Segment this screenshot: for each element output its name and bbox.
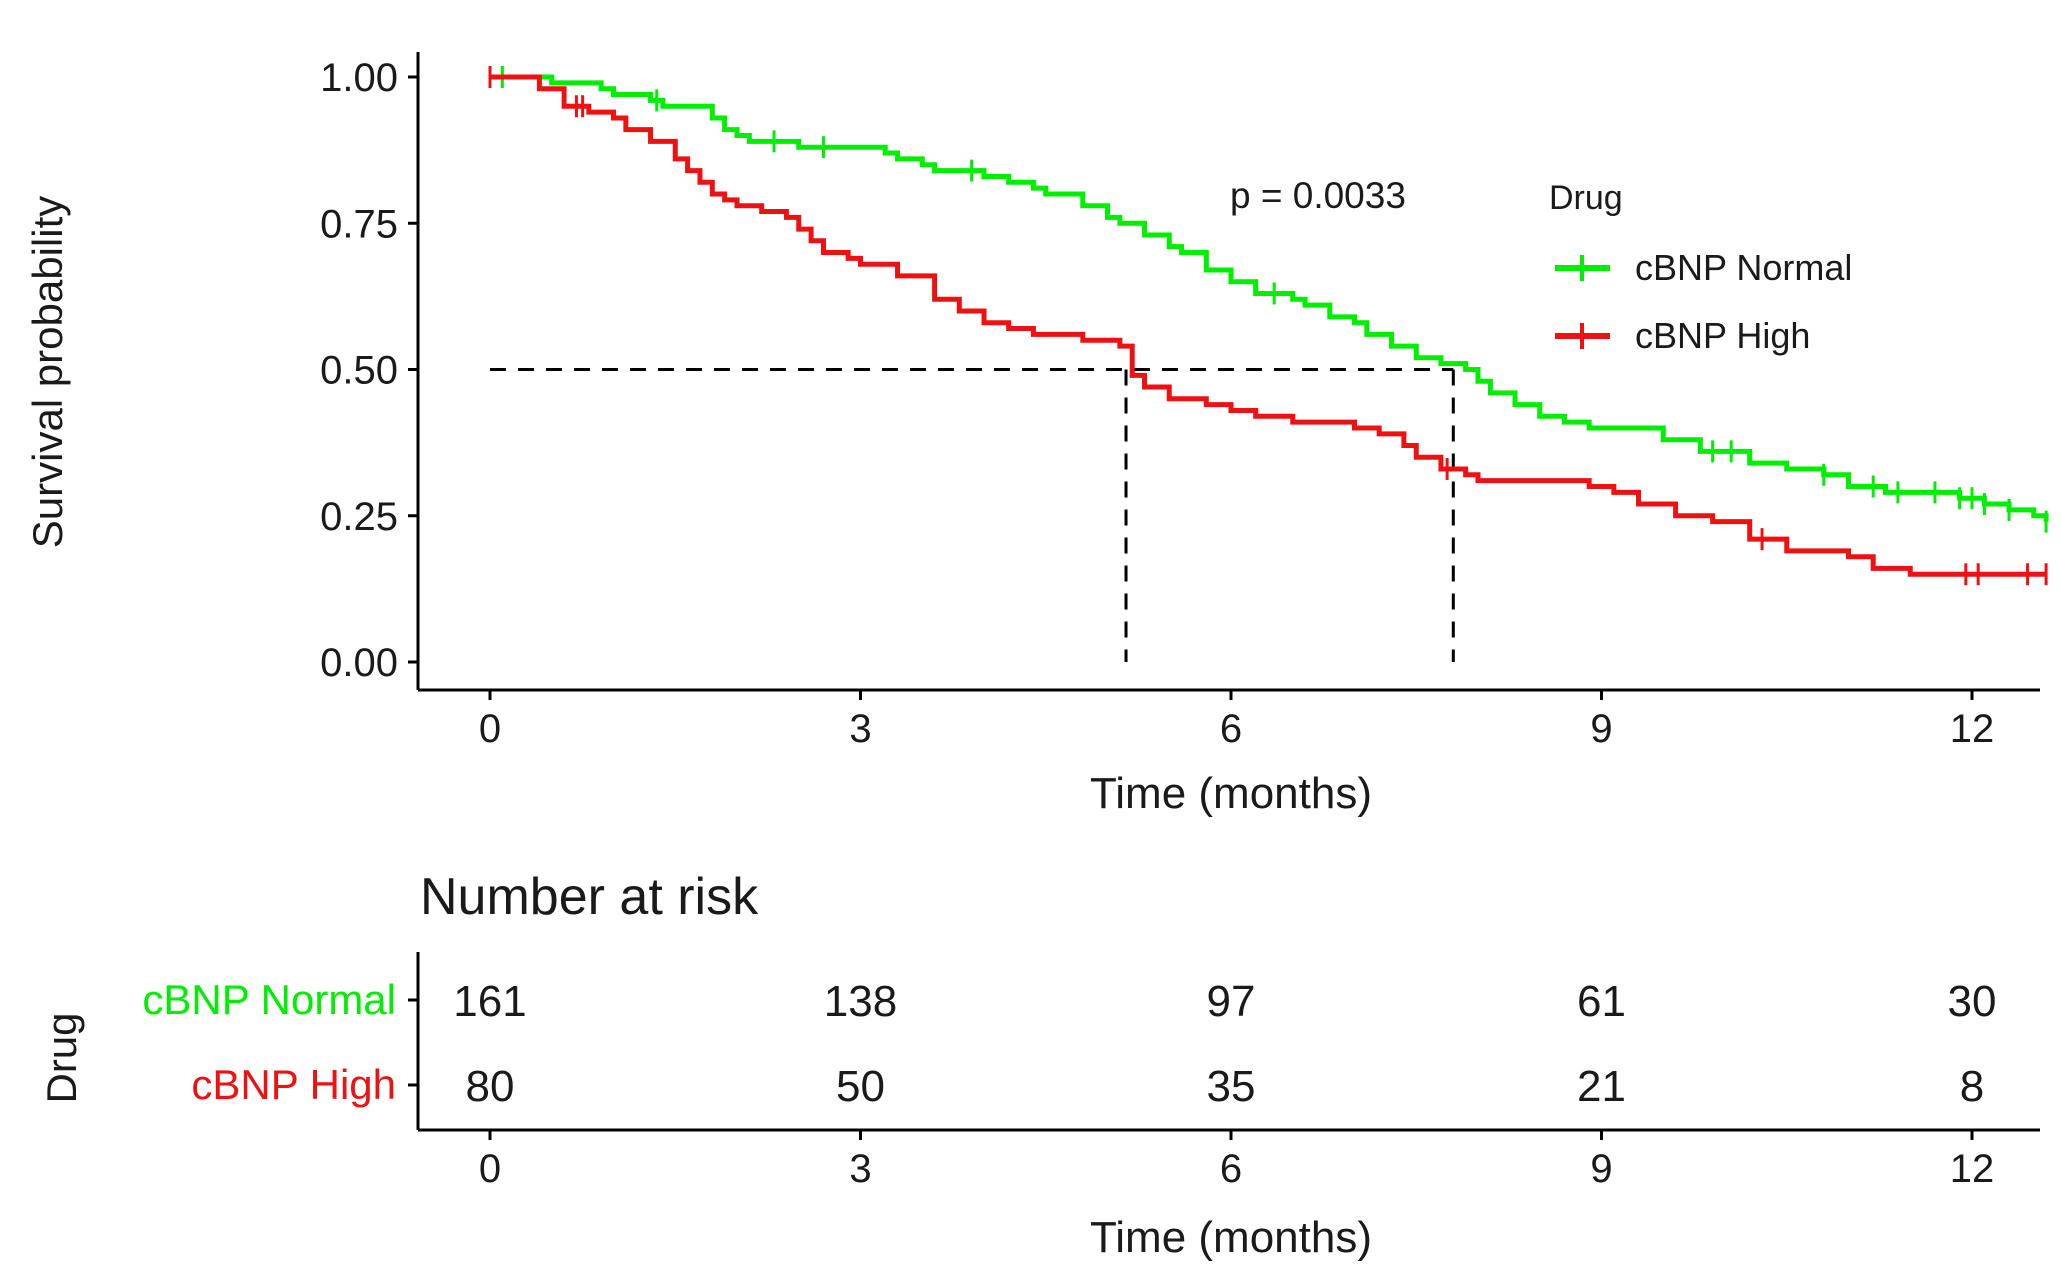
km-y-axis: 0.00 0.25 0.50 0.75 1.00 (320, 52, 420, 690)
p-value-label: p = 0.0033 (1230, 175, 1406, 216)
risk-cell: 30 (1948, 977, 1997, 1026)
km-lines (488, 66, 2049, 662)
risk-cell: 8 (1960, 1062, 1984, 1111)
risk-row-label: cBNP High (191, 1061, 396, 1108)
risk-x-tick-label: 6 (1220, 1147, 1242, 1191)
km-x-tick-label: 12 (1950, 707, 1995, 751)
km-x-tick-label: 6 (1220, 707, 1242, 751)
survival-curve-cbnp-high (490, 74, 2047, 577)
legend-label-cbnp-high: cBNP High (1635, 315, 1810, 356)
risk-cell: 61 (1577, 977, 1626, 1026)
legend-title: Drug (1549, 179, 1623, 217)
km-x-tick-label: 3 (849, 707, 871, 751)
risk-table-y-label: Drug (38, 1012, 85, 1103)
km-y-tick-label: 0.75 (320, 202, 398, 246)
km-x-tick-label: 9 (1590, 707, 1612, 751)
km-y-tick-label: 0.25 (320, 495, 398, 539)
risk-cell: 161 (453, 977, 526, 1026)
km-x-axis-label: Time (months) (1090, 769, 1372, 818)
km-x-tick-label: 0 (479, 707, 501, 751)
km-y-tick-label: 0.50 (320, 349, 398, 393)
legend-label-cbnp-normal: cBNP Normal (1635, 247, 1852, 288)
km-x-axis: 0 3 6 9 12 (418, 688, 2040, 751)
risk-x-tick-label: 3 (849, 1147, 871, 1191)
km-y-tick-label: 0.00 (320, 641, 398, 685)
risk-table-title: Number at risk (420, 868, 759, 926)
risk-cell: 97 (1207, 977, 1256, 1026)
risk-cell: 50 (836, 1062, 885, 1111)
risk-x-tick-label: 0 (479, 1147, 501, 1191)
risk-cell: 21 (1577, 1062, 1626, 1111)
survival-curve-cbnp-normal (490, 74, 2049, 522)
risk-row-label: cBNP Normal (142, 976, 396, 1023)
km-y-tick-label: 1.00 (320, 56, 398, 100)
risk-cell: 35 (1207, 1062, 1256, 1111)
risk-table-panel: Number at risk Drug cBNP Normal 161 138 97 6… (38, 868, 2040, 1262)
risk-cell: 138 (824, 977, 897, 1026)
risk-x-tick-label: 12 (1950, 1147, 1995, 1191)
risk-cell: 80 (466, 1062, 515, 1111)
risk-x-axis-label: Time (months) (1090, 1213, 1372, 1262)
km-plot-panel: 0.00 0.25 0.50 0.75 1.00 0 3 6 9 12 Survival pro… (24, 52, 2049, 818)
km-y-axis-label: Survival probability (24, 196, 71, 549)
km-legend: Drug cBNP Normal cBNP High (1549, 179, 1852, 356)
risk-x-tick-label: 9 (1590, 1147, 1612, 1191)
